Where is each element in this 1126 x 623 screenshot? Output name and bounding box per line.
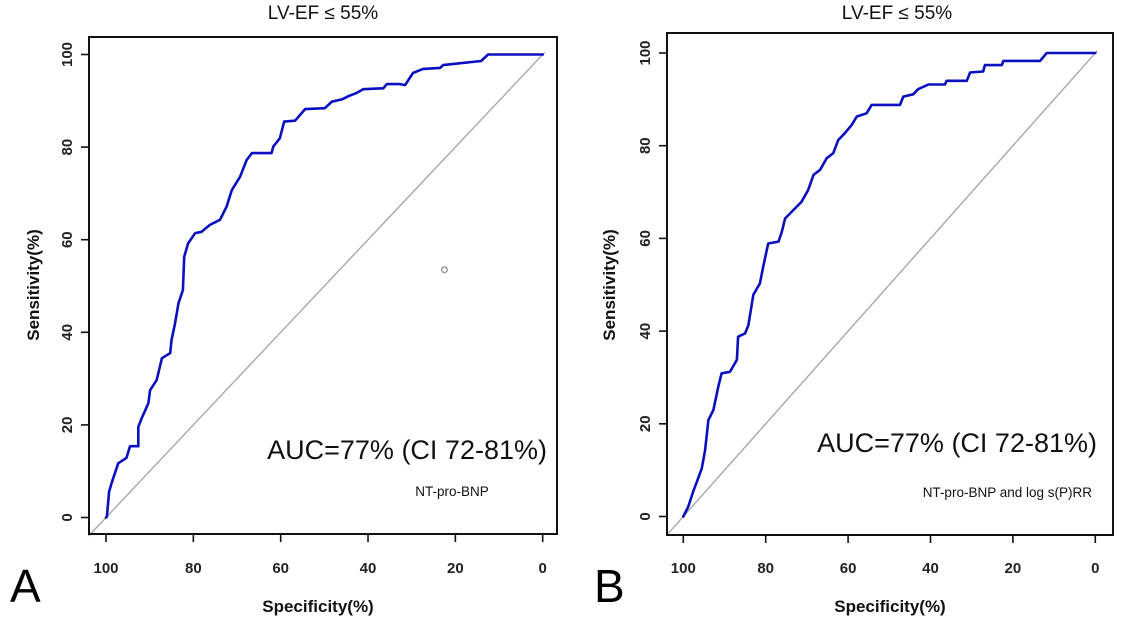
panel-a-xlabel: Specificity(%)	[262, 597, 373, 616]
y-tick-label: 60	[59, 231, 76, 248]
x-tick-label: 40	[360, 560, 377, 577]
panel-a-auc-annotation: AUC=77% (CI 72-81%)	[267, 435, 547, 465]
panel-b-curve-layer	[681, 51, 1097, 518]
panel-a-roc-curve	[104, 53, 545, 519]
panel-a-stray-marker	[440, 266, 448, 274]
y-tick-label: 80	[637, 137, 654, 154]
panel-b-reference-layer	[666, 50, 1098, 536]
x-tick-label: 20	[1005, 560, 1022, 577]
panel-b-ylabel: Sensitivity(%)	[600, 229, 619, 340]
x-tick-label: 0	[539, 560, 547, 577]
x-tick-label: 80	[185, 560, 202, 577]
panel-b-model-label: NT-pro-BNP and log s(P)RR	[923, 485, 1093, 500]
panel-a-letter: A	[10, 560, 41, 612]
panel-b-letter: B	[594, 560, 625, 612]
panel-b-axes: 100 80 60 40 20 0 0 20 40 60 80 100	[637, 32, 1114, 577]
x-tick-label: 80	[757, 560, 774, 577]
panel-a: LV-EF ≤ 55% 100 80 60 40 20 0 0 20 40 60 80 100 Sen…	[10, 3, 558, 616]
y-tick-label: 0	[59, 513, 76, 521]
panel-a-plot-frame	[88, 36, 558, 535]
panel-b-roc-curve	[681, 51, 1097, 518]
y-tick-label: 40	[59, 324, 76, 341]
x-tick-label: 60	[272, 560, 289, 577]
panel-a-ylabel: Sensitivity(%)	[24, 229, 43, 340]
y-tick-label: 40	[637, 323, 654, 340]
panel-a-curve-layer	[104, 53, 545, 519]
y-tick-label: 100	[59, 42, 76, 67]
panel-b-xlabel: Specificity(%)	[834, 597, 945, 616]
x-tick-label: 0	[1091, 560, 1099, 577]
panel-a-axes: 100 80 60 40 20 0 0 20 40 60 80 100	[59, 36, 558, 577]
panel-a-reference-layer	[88, 51, 546, 537]
y-tick-label: 60	[637, 230, 654, 247]
x-tick-label: 40	[922, 560, 939, 577]
y-tick-label: 20	[637, 415, 654, 432]
panel-b: LV-EF ≤ 55% 100 80 60 40 20 0 0 20 40 60 80 100 Sen…	[594, 3, 1114, 616]
panel-b-reference-line	[666, 50, 1098, 536]
panel-b-auc-annotation: AUC=77% (CI 72-81%)	[817, 428, 1097, 458]
x-tick-label: 60	[840, 560, 857, 577]
y-tick-label: 100	[637, 40, 654, 65]
panel-a-model-label: NT-pro-BNP	[415, 484, 489, 499]
panel-a-reference-line	[88, 51, 546, 537]
x-tick-label: 100	[671, 560, 696, 577]
panel-a-title: LV-EF ≤ 55%	[268, 3, 379, 24]
panel-b-plot-frame	[666, 32, 1114, 536]
x-tick-label: 20	[447, 560, 464, 577]
x-tick-label: 100	[93, 560, 118, 577]
y-tick-label: 0	[637, 512, 654, 520]
y-tick-label: 20	[59, 417, 76, 434]
panel-b-title: LV-EF ≤ 55%	[842, 3, 953, 24]
y-tick-label: 80	[59, 139, 76, 156]
